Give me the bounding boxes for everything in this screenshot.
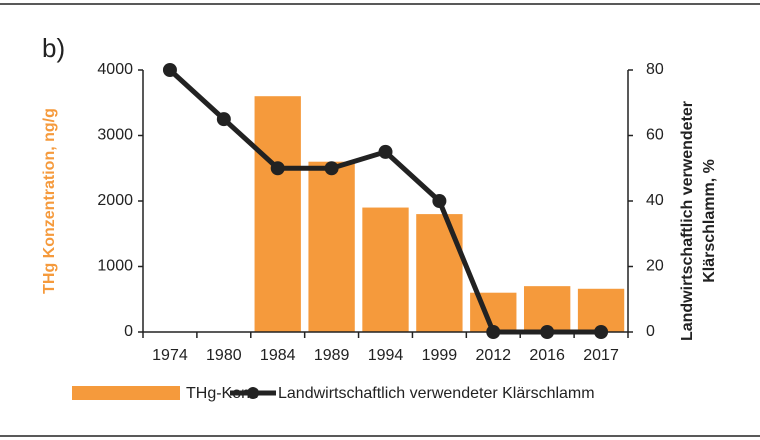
- x-tick-label: 1989: [314, 347, 350, 364]
- point: [216, 112, 231, 127]
- x-tick-label: 2017: [583, 347, 619, 364]
- x-tick-label: 1974: [152, 347, 188, 364]
- point: [432, 194, 447, 208]
- point: [486, 325, 501, 339]
- y2-tick-label: 0: [646, 323, 655, 340]
- bar: [577, 288, 625, 332]
- y2-tick-label: 80: [646, 61, 664, 78]
- y-axis-label: THg Konzentration, ng/g: [41, 108, 58, 294]
- point: [540, 325, 555, 339]
- x-tick-label: 1999: [422, 347, 458, 364]
- y2-tick-label: 60: [646, 127, 664, 144]
- point: [270, 161, 285, 176]
- y-tick-label: 1000: [97, 258, 133, 275]
- y-tick-label: 4000: [97, 61, 133, 78]
- legend-marker: [247, 387, 259, 399]
- x-tick-label: 1994: [368, 347, 404, 364]
- y-tick-label: 0: [124, 323, 133, 340]
- panel-label: b): [42, 33, 65, 63]
- bar: [523, 286, 571, 332]
- x-tick-label: 1984: [260, 347, 296, 364]
- y2-axis-label: Klärschlamm, %: [701, 159, 718, 283]
- y2-tick-label: 40: [646, 192, 664, 209]
- point: [162, 63, 177, 77]
- point: [594, 325, 609, 339]
- point: [324, 161, 339, 176]
- y-tick-label: 3000: [97, 127, 133, 144]
- x-tick-label: 2012: [475, 347, 511, 364]
- legend-label: Landwirtschaftlich verwendeter Klärschla…: [278, 385, 595, 402]
- bar: [416, 214, 463, 332]
- x-tick-label: 2016: [529, 347, 565, 364]
- legend-label: THg-Konz: [186, 385, 258, 402]
- y-tick-label: 2000: [97, 192, 133, 209]
- bar: [254, 96, 301, 332]
- y2-axis-label: Landwirtschaftlich verwendeter: [679, 101, 696, 341]
- y2-tick-label: 20: [646, 258, 664, 275]
- point: [378, 144, 393, 159]
- bar: [308, 161, 355, 332]
- legend-swatch: [72, 386, 180, 400]
- bar: [362, 207, 409, 332]
- x-tick-label: 1980: [206, 347, 242, 364]
